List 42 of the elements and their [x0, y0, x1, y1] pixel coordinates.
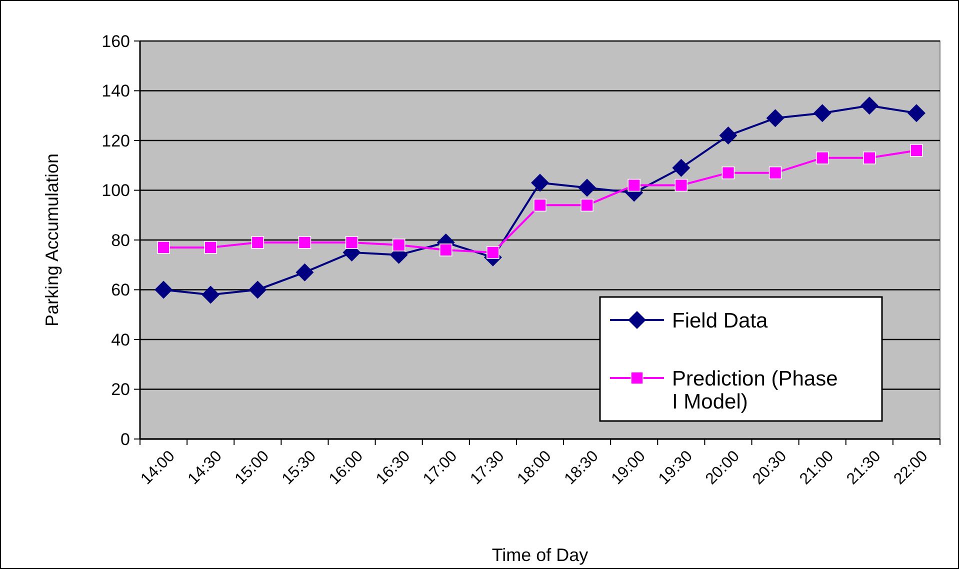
point	[816, 152, 829, 164]
point	[202, 286, 220, 304]
x-axis-title: Time of Day	[492, 545, 588, 565]
y-tick-label: 120	[102, 131, 130, 150]
point	[578, 178, 596, 197]
y-tick-label: 0	[120, 430, 130, 449]
y-tick-label: 80	[111, 230, 130, 250]
y-tick-label: 40	[111, 330, 130, 350]
point	[531, 174, 549, 192]
point	[580, 198, 594, 212]
point	[298, 236, 312, 249]
point	[672, 158, 690, 177]
point	[251, 236, 264, 249]
point	[628, 178, 641, 192]
point	[863, 152, 876, 164]
point	[154, 280, 173, 299]
point	[392, 238, 406, 252]
point	[719, 126, 738, 145]
point	[860, 96, 878, 115]
point	[907, 104, 926, 122]
y-tick-label: 140	[102, 82, 130, 101]
point	[674, 178, 688, 192]
point	[766, 109, 784, 128]
point	[204, 241, 217, 254]
point	[157, 241, 170, 254]
point	[248, 280, 267, 299]
y-axis-title: Parking Accumulation	[42, 153, 62, 327]
point	[768, 166, 782, 180]
y-tick-label: 20	[111, 380, 130, 400]
point	[722, 166, 735, 180]
legend-label: Prediction (Phase I Model)	[672, 367, 838, 414]
y-tick-label: 60	[111, 280, 130, 300]
point	[296, 263, 314, 282]
y-tick-label: 160	[102, 32, 130, 51]
point	[345, 236, 358, 249]
point	[486, 246, 500, 259]
point	[439, 244, 452, 256]
y-tick-label: 100	[102, 181, 130, 200]
point	[910, 144, 923, 157]
legend-label: Field Data	[672, 309, 768, 332]
point	[813, 104, 832, 122]
point	[534, 198, 546, 212]
